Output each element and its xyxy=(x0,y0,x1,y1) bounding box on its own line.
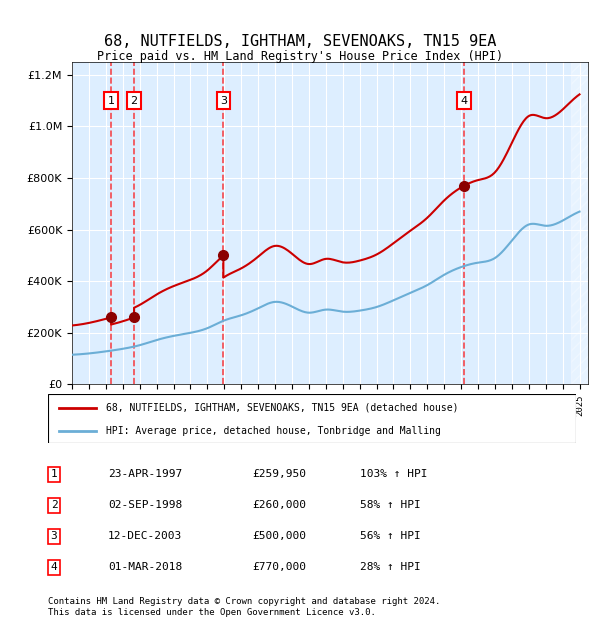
Bar xyxy=(571,62,588,384)
Text: £259,950: £259,950 xyxy=(252,469,306,479)
Text: 4: 4 xyxy=(460,95,467,105)
Text: 3: 3 xyxy=(220,95,227,105)
Text: 23-APR-1997: 23-APR-1997 xyxy=(108,469,182,479)
Text: 2: 2 xyxy=(131,95,137,105)
Text: £770,000: £770,000 xyxy=(252,562,306,572)
Text: 56% ↑ HPI: 56% ↑ HPI xyxy=(360,531,421,541)
Text: 2: 2 xyxy=(50,500,58,510)
Text: 28% ↑ HPI: 28% ↑ HPI xyxy=(360,562,421,572)
Text: 01-MAR-2018: 01-MAR-2018 xyxy=(108,562,182,572)
Text: 1: 1 xyxy=(50,469,58,479)
Text: This data is licensed under the Open Government Licence v3.0.: This data is licensed under the Open Gov… xyxy=(48,608,376,617)
Text: 58% ↑ HPI: 58% ↑ HPI xyxy=(360,500,421,510)
Text: 68, NUTFIELDS, IGHTHAM, SEVENOAKS, TN15 9EA (detached house): 68, NUTFIELDS, IGHTHAM, SEVENOAKS, TN15 … xyxy=(106,402,458,412)
Text: 1: 1 xyxy=(107,95,115,105)
Text: Price paid vs. HM Land Registry's House Price Index (HPI): Price paid vs. HM Land Registry's House … xyxy=(97,50,503,63)
Text: £500,000: £500,000 xyxy=(252,531,306,541)
Text: 12-DEC-2003: 12-DEC-2003 xyxy=(108,531,182,541)
Text: Contains HM Land Registry data © Crown copyright and database right 2024.: Contains HM Land Registry data © Crown c… xyxy=(48,597,440,606)
Text: HPI: Average price, detached house, Tonbridge and Malling: HPI: Average price, detached house, Tonb… xyxy=(106,426,441,436)
Text: 4: 4 xyxy=(50,562,58,572)
Text: 3: 3 xyxy=(50,531,58,541)
Text: 02-SEP-1998: 02-SEP-1998 xyxy=(108,500,182,510)
Text: £260,000: £260,000 xyxy=(252,500,306,510)
Text: 68, NUTFIELDS, IGHTHAM, SEVENOAKS, TN15 9EA: 68, NUTFIELDS, IGHTHAM, SEVENOAKS, TN15 … xyxy=(104,34,496,49)
Text: 103% ↑ HPI: 103% ↑ HPI xyxy=(360,469,427,479)
FancyBboxPatch shape xyxy=(48,394,576,443)
